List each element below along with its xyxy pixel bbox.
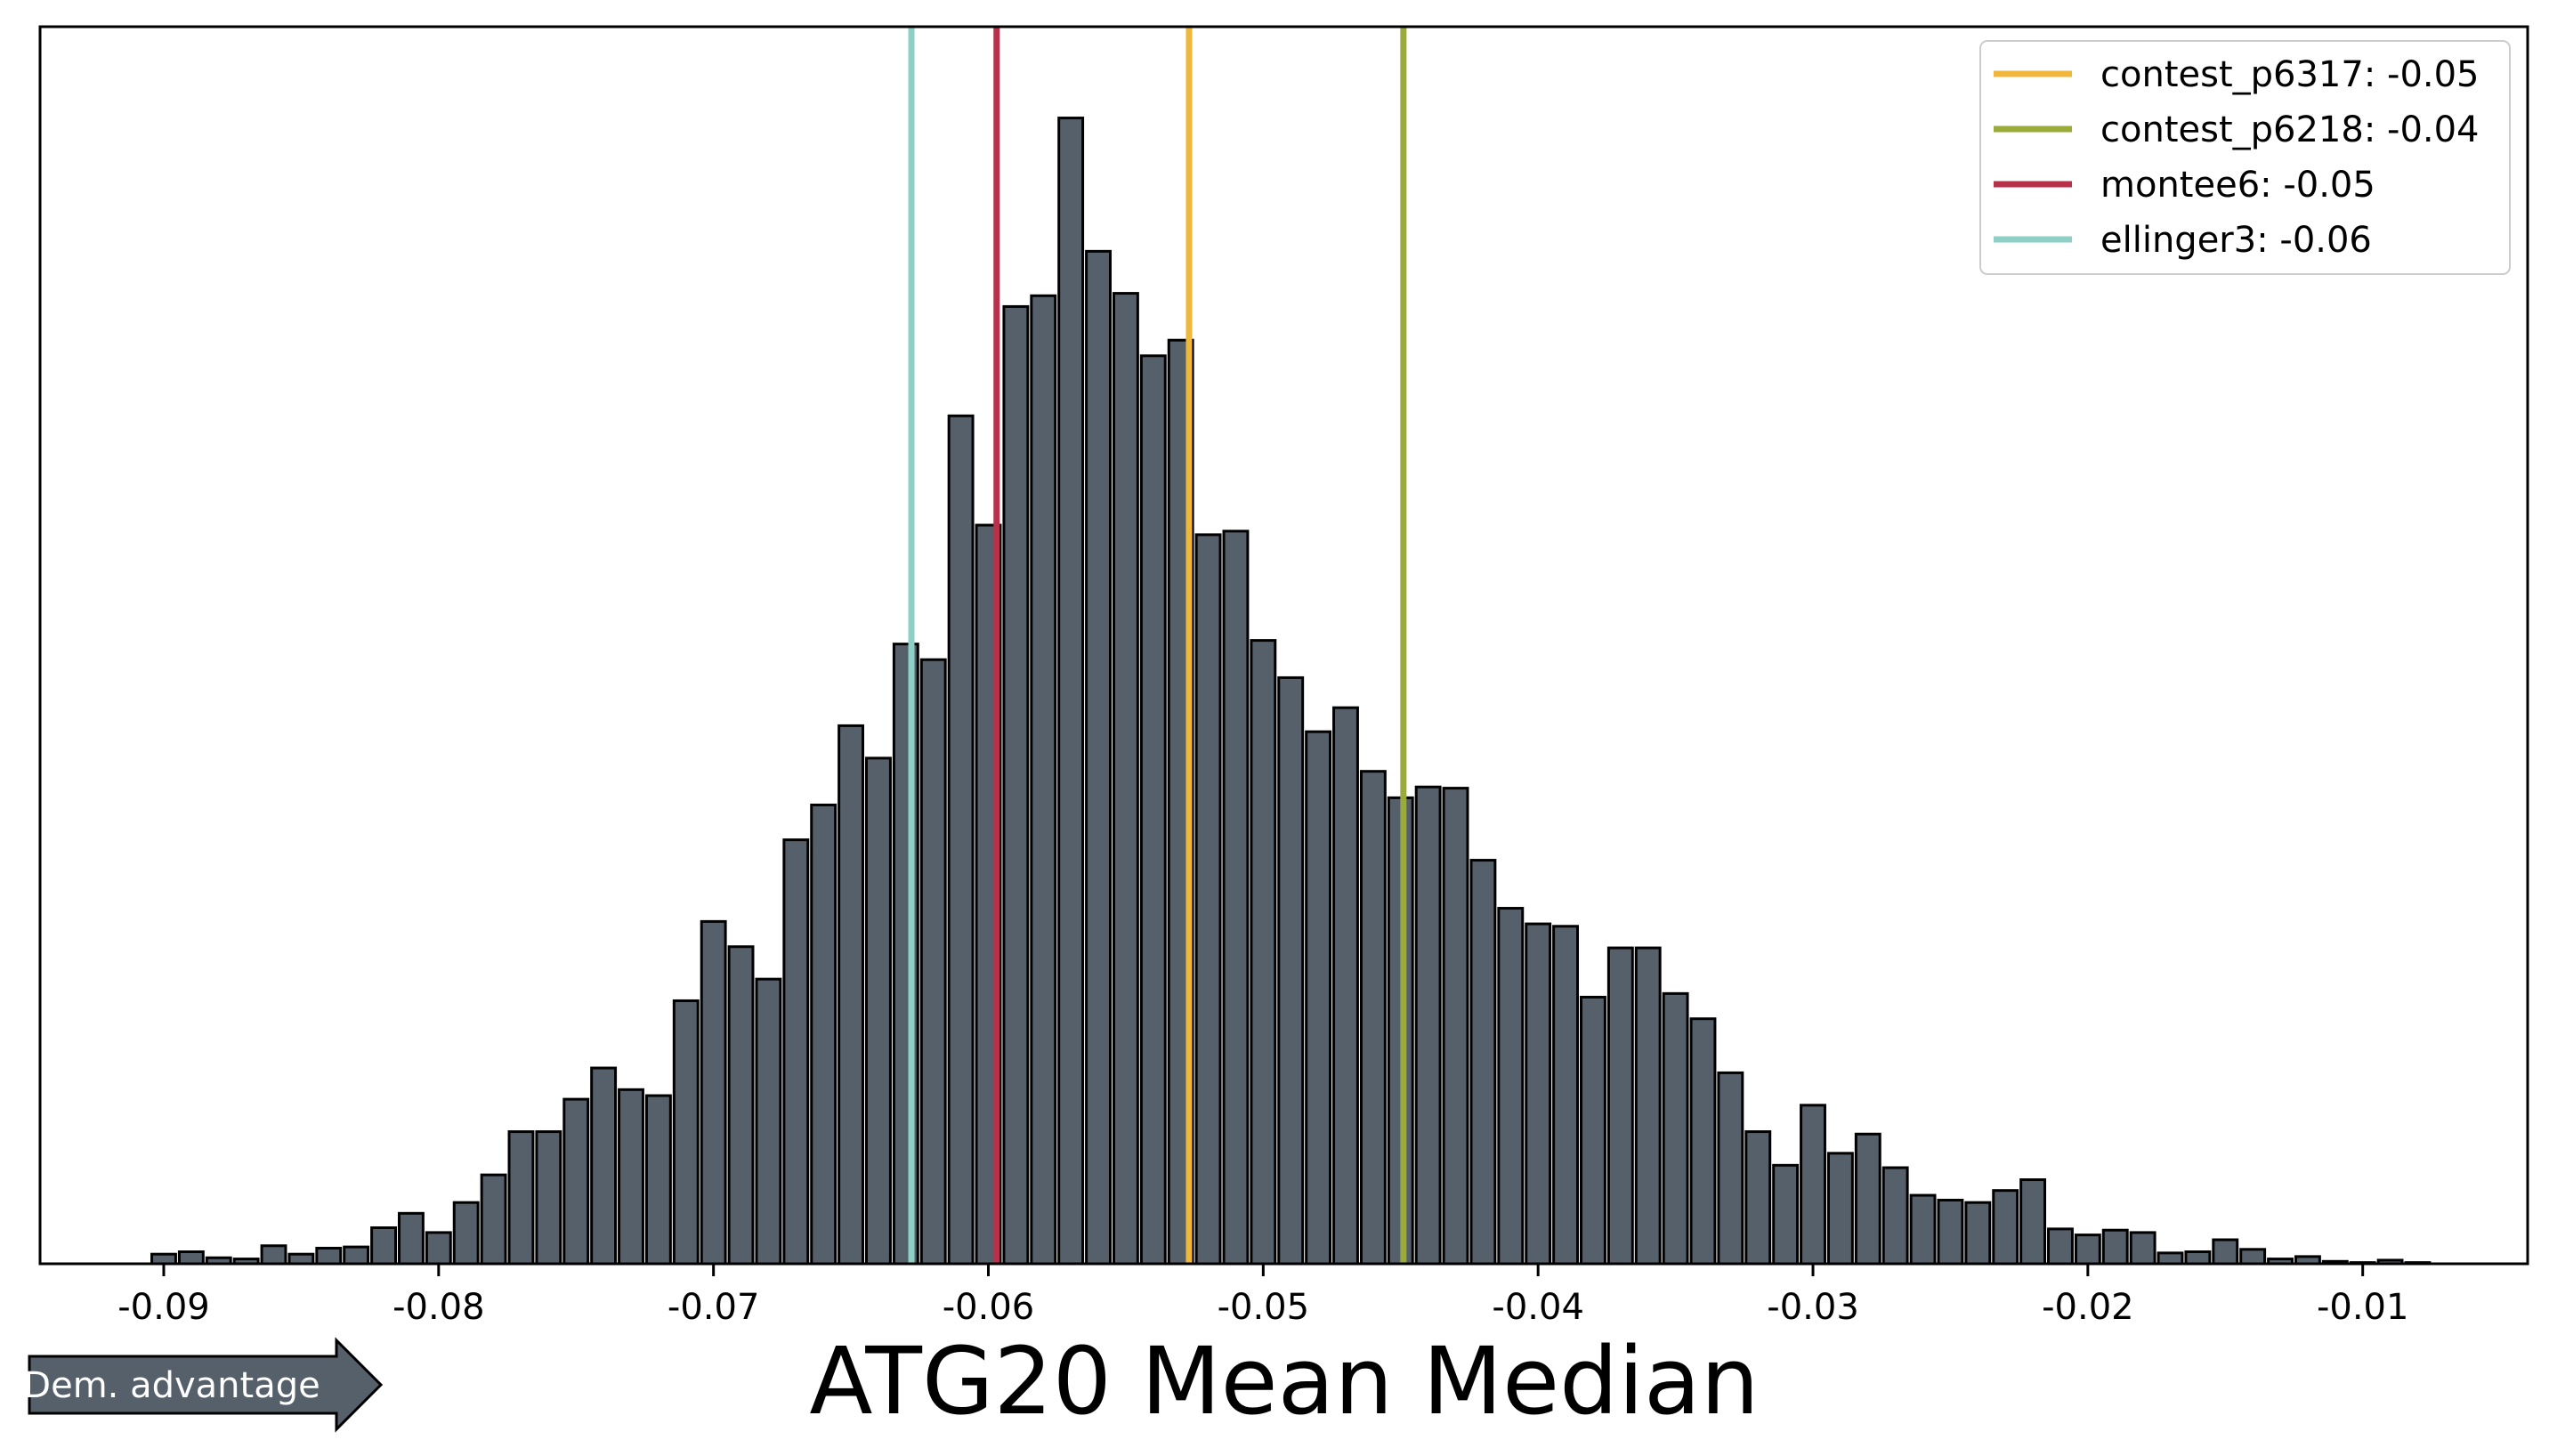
axes-frame xyxy=(38,25,2529,1266)
histogram-bar xyxy=(2101,1228,2129,1266)
histogram-bar xyxy=(1992,1189,2019,1266)
legend-box xyxy=(1979,40,2511,275)
histogram-bar xyxy=(2019,1178,2047,1266)
histogram-bar xyxy=(2074,1234,2101,1266)
histogram-bar xyxy=(1277,675,1305,1266)
legend-label: contest_p6218: -0.04 xyxy=(2100,109,2480,150)
arrow-shape xyxy=(28,1337,384,1433)
histogram-bar xyxy=(838,724,865,1266)
histogram-bar xyxy=(755,977,782,1266)
histogram-bar xyxy=(1359,770,1387,1266)
histogram-bar xyxy=(644,1094,672,1266)
histogram-bar xyxy=(287,1252,315,1266)
x-axis: -0.09 -0.08 -0.07 -0.06 -0.05 -0.04 -0.03 -0.02… xyxy=(117,1264,2408,1328)
histogram-bar xyxy=(1414,785,1442,1266)
histogram-bar xyxy=(1580,995,1606,1266)
histogram-bar xyxy=(700,919,727,1266)
histogram-bar xyxy=(1002,304,1030,1266)
histogram-bar xyxy=(2129,1231,2157,1266)
histogram-bar xyxy=(1442,787,1469,1266)
x-tick-label: -0.02 xyxy=(2042,1287,2134,1328)
histogram-bar xyxy=(343,1245,370,1266)
legend: contest_p6317: -0.05 contest_p6218: -0.04… xyxy=(1979,40,2511,275)
histogram-bar xyxy=(1689,1017,1717,1266)
legend-label: contest_p6317: -0.05 xyxy=(2100,54,2480,95)
histogram-bar xyxy=(315,1246,343,1266)
histogram-bar xyxy=(1497,907,1525,1266)
histogram-bar xyxy=(2212,1238,2239,1266)
histogram-bar xyxy=(2239,1248,2267,1266)
histogram-bar xyxy=(1552,925,1580,1266)
histogram-bar xyxy=(1964,1201,1992,1266)
x-tick-label: -0.05 xyxy=(1218,1287,1310,1328)
histogram-bar xyxy=(1030,294,1057,1266)
histogram-bar xyxy=(618,1088,644,1266)
histogram-bar xyxy=(425,1231,452,1266)
legend-label: montee6: -0.05 xyxy=(2100,165,2375,206)
x-tick-label: -0.08 xyxy=(392,1287,485,1328)
dem-advantage-label: Dem. advantage xyxy=(23,1365,320,1406)
x-tick-label: -0.06 xyxy=(943,1287,1035,1328)
histogram-bar xyxy=(1469,859,1497,1266)
x-tick-label: -0.01 xyxy=(2317,1287,2409,1328)
histogram-bar xyxy=(452,1201,480,1266)
histogram-bar xyxy=(562,1097,590,1266)
histogram-bar xyxy=(1057,117,1085,1266)
histogram-bar xyxy=(1112,292,1139,1266)
histogram-bar xyxy=(1662,991,1689,1266)
histogram-bars xyxy=(150,117,2432,1266)
histogram-bar xyxy=(1250,639,1277,1266)
histogram-bar xyxy=(810,803,838,1266)
x-tick-label: -0.04 xyxy=(1492,1287,1584,1328)
histogram-bar xyxy=(1800,1104,1826,1266)
histogram-bar xyxy=(1222,530,1250,1266)
histogram-bar xyxy=(1744,1130,1772,1266)
histogram-bar xyxy=(370,1226,397,1266)
legend-label: ellinger3: -0.06 xyxy=(2100,220,2372,261)
histogram-bar xyxy=(177,1250,205,1266)
histogram-bar xyxy=(672,999,700,1266)
histogram-bar xyxy=(260,1244,287,1266)
histogram-bar xyxy=(1332,706,1359,1266)
histogram-bar xyxy=(2047,1227,2074,1266)
histogram-bar xyxy=(2157,1251,2184,1266)
histogram-bar xyxy=(507,1130,535,1266)
histogram-bar xyxy=(1525,922,1552,1266)
histogram-bar xyxy=(590,1066,618,1266)
histogram-bar xyxy=(1937,1198,1964,1266)
histogram-bar xyxy=(1305,730,1332,1266)
histogram-bar xyxy=(1139,354,1167,1266)
dem-advantage-arrow: Dem. advantage xyxy=(23,1337,384,1433)
histogram-bar xyxy=(1772,1163,1800,1266)
x-tick-label: -0.03 xyxy=(1767,1287,1859,1328)
histogram-bar xyxy=(150,1252,177,1266)
x-tick-label: -0.09 xyxy=(117,1287,210,1328)
histogram-bar xyxy=(782,838,810,1266)
histogram-bar xyxy=(1606,946,1634,1266)
histogram-bar xyxy=(1085,249,1112,1266)
histogram-bar xyxy=(2184,1250,2212,1266)
histogram-bar xyxy=(1717,1071,1744,1266)
histogram-bar xyxy=(397,1211,425,1266)
histogram-bar xyxy=(1634,946,1662,1266)
reference-lines xyxy=(908,27,1407,1264)
histogram-bar xyxy=(727,945,755,1266)
x-tick-label: -0.07 xyxy=(668,1287,760,1328)
chart-title: ATG20 Mean Median xyxy=(809,1327,1759,1436)
histogram-bar xyxy=(1881,1166,1909,1266)
histogram-bar xyxy=(1854,1132,1881,1266)
histogram-bar xyxy=(1826,1152,1854,1266)
histogram-bar xyxy=(865,756,892,1266)
histogram-bar xyxy=(1194,533,1222,1266)
histogram-bar xyxy=(947,414,975,1266)
histogram-bar xyxy=(1909,1193,1937,1266)
histogram-bar xyxy=(919,658,947,1266)
histogram-bar xyxy=(480,1173,507,1266)
histogram-bar xyxy=(535,1130,562,1266)
